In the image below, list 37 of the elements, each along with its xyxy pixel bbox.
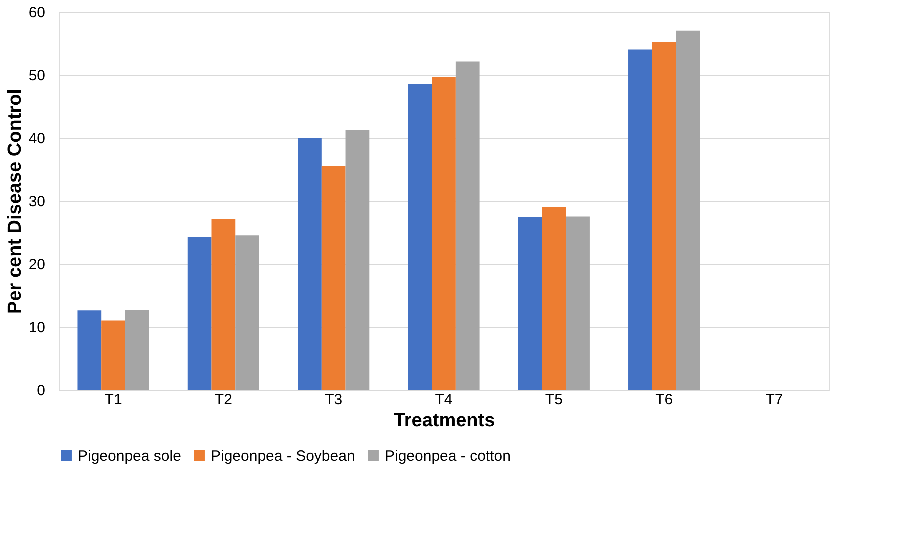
bar — [236, 236, 260, 390]
y-tick-label: 10 — [28, 320, 46, 336]
bar — [125, 310, 150, 390]
bar — [322, 166, 346, 390]
x-tick-label: T5 — [545, 392, 563, 408]
x-tick-label: T4 — [435, 392, 453, 408]
x-tick-label: T1 — [104, 392, 122, 408]
bar — [408, 84, 432, 390]
y-tick-label: 40 — [28, 130, 46, 148]
y-tick-label: 60 — [28, 4, 46, 22]
y-tick-label: 0 — [37, 382, 46, 400]
bar — [566, 216, 590, 390]
x-tick-label: T2 — [214, 392, 232, 408]
bar — [432, 78, 456, 390]
legend-label: Pigeonpea sole — [78, 448, 182, 465]
bar — [346, 130, 370, 390]
x-tick-label: T3 — [325, 392, 343, 408]
bar — [188, 238, 212, 390]
y-tick-label: 30 — [28, 194, 46, 210]
y-axis-title: Per cent Disease Control — [4, 89, 26, 314]
bar — [542, 207, 566, 390]
bar — [628, 50, 652, 390]
bar — [102, 320, 126, 390]
y-tick-label: 50 — [28, 68, 46, 84]
bar — [212, 219, 236, 390]
x-axis-title: Treatments — [394, 410, 496, 432]
legend-label: Pigeonpea - cotton — [385, 448, 511, 465]
bar — [298, 138, 322, 390]
bar — [676, 30, 700, 390]
legend-label: Pigeonpea - Soybean — [211, 448, 356, 465]
x-tick-label: T6 — [656, 392, 674, 408]
bar — [456, 62, 480, 390]
y-tick-label: 20 — [28, 256, 46, 274]
x-tick-label: T7 — [766, 392, 784, 408]
bar — [78, 310, 102, 390]
bar — [652, 42, 676, 390]
bar — [518, 217, 542, 390]
